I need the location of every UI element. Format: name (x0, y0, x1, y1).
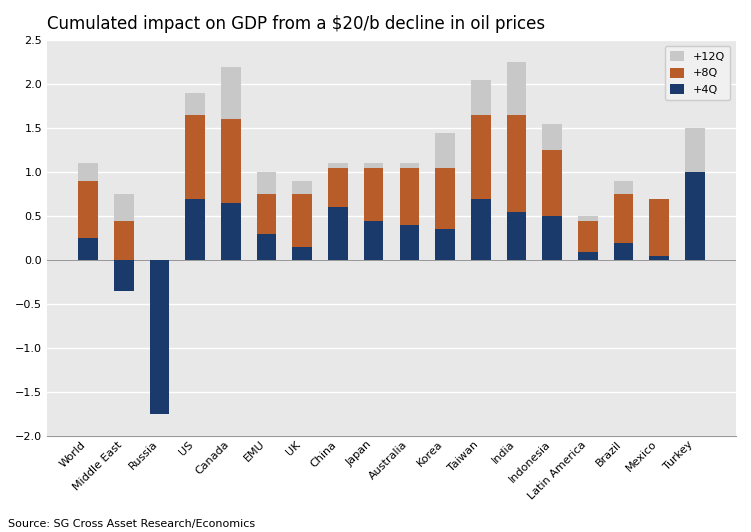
Bar (114, 260, 134, 291)
Bar (471, 115, 490, 198)
Bar (400, 225, 419, 260)
Bar (363, 221, 384, 260)
Bar (542, 124, 562, 150)
Bar (292, 194, 312, 247)
Bar (471, 198, 490, 260)
Bar (292, 181, 312, 194)
Legend: +12Q, +8Q, +4Q: +12Q, +8Q, +4Q (665, 46, 731, 100)
Bar (363, 163, 384, 168)
Bar (542, 217, 562, 260)
Bar (578, 221, 598, 252)
Bar (685, 155, 704, 260)
Bar (114, 194, 134, 221)
Bar (78, 163, 98, 181)
Bar (328, 207, 348, 260)
Bar (685, 128, 704, 155)
Bar (185, 198, 205, 260)
Bar (436, 132, 455, 168)
Bar (292, 247, 312, 260)
Bar (114, 221, 134, 260)
Bar (578, 217, 598, 221)
Bar (436, 229, 455, 260)
Bar (507, 212, 526, 260)
Bar (650, 198, 669, 256)
Text: Cumulated impact on GDP from a $20/b decline in oil prices: Cumulated impact on GDP from a $20/b dec… (47, 15, 545, 33)
Bar (221, 119, 241, 203)
Bar (78, 181, 98, 238)
Bar (257, 172, 276, 194)
Text: Source: SG Cross Asset Research/Economics: Source: SG Cross Asset Research/Economic… (8, 519, 255, 529)
Bar (363, 168, 384, 221)
Bar (614, 181, 633, 194)
Bar (257, 234, 276, 260)
Bar (400, 163, 419, 168)
Bar (650, 256, 669, 260)
Bar (149, 260, 169, 414)
Bar (221, 66, 241, 119)
Bar (614, 243, 633, 260)
Bar (328, 168, 348, 207)
Bar (685, 128, 704, 172)
Bar (328, 163, 348, 168)
Bar (400, 168, 419, 225)
Bar (471, 80, 490, 115)
Bar (542, 150, 562, 217)
Bar (578, 252, 598, 260)
Bar (185, 115, 205, 198)
Bar (614, 194, 633, 243)
Bar (221, 203, 241, 260)
Bar (257, 194, 276, 234)
Bar (507, 115, 526, 212)
Bar (436, 168, 455, 229)
Bar (185, 93, 205, 115)
Bar (507, 62, 526, 115)
Bar (78, 238, 98, 260)
